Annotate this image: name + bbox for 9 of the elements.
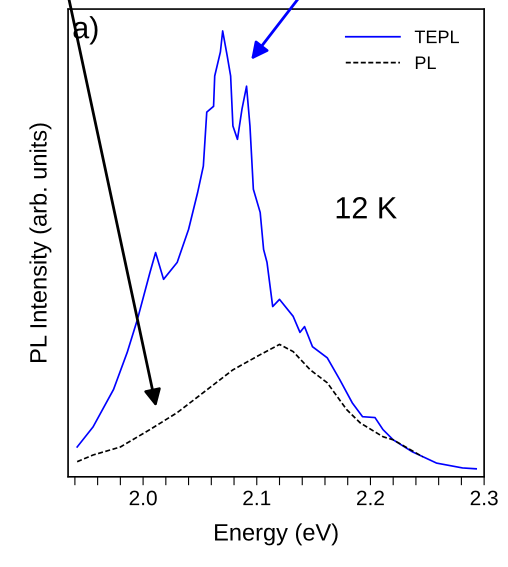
annotation: 12 K [336,196,397,218]
legend-label: PL [416,56,436,69]
y-axis-title: PL Intensity (arb. units) [29,123,52,362]
x-tick-label: 2.3 [470,490,498,506]
x-axis-title: Energy (eV) [215,523,338,546]
legend-label: TEPL [414,30,459,44]
x-tick-label: 2.0 [130,490,157,506]
x-tick-label: 2.2 [357,490,384,506]
x-tick-label: 2.1 [243,490,270,506]
